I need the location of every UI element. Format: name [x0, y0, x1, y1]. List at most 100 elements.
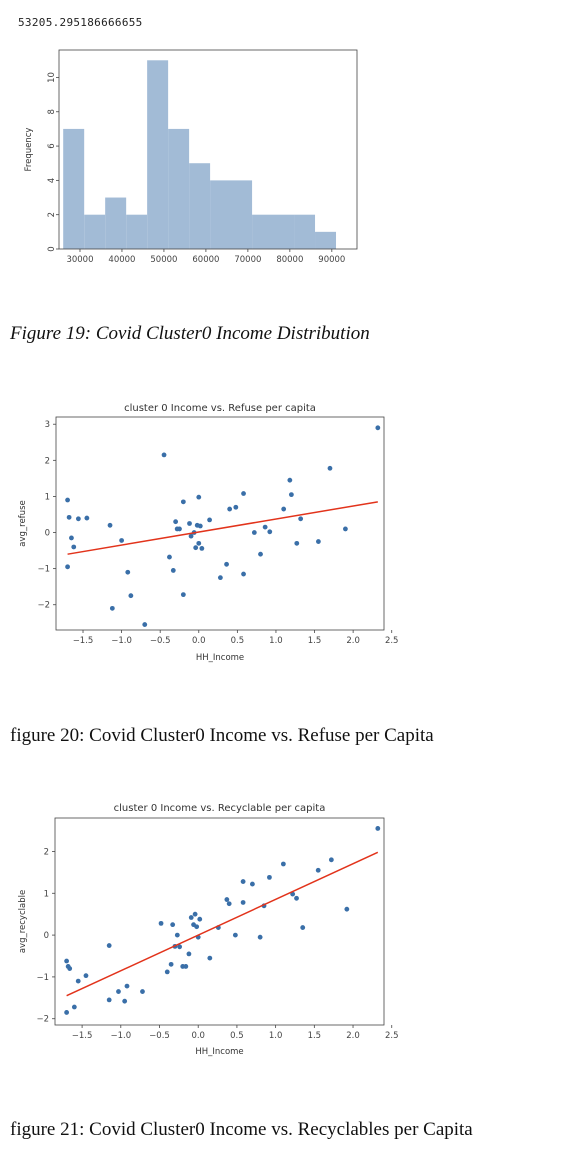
data-point-22 [188, 533, 194, 539]
histogram-frame [58, 49, 358, 250]
data-point-20 [180, 592, 186, 598]
data-point-23 [188, 915, 194, 920]
data-point-0 [65, 497, 70, 503]
data-point-5 [83, 973, 89, 979]
x-tick-label: 1.0 [269, 636, 283, 646]
data-point-47 [327, 465, 333, 471]
data-point-29 [199, 546, 205, 551]
plot-frame [55, 416, 385, 631]
data-point-24 [193, 545, 199, 551]
data-point-5 [84, 515, 90, 521]
data-point-49 [375, 425, 381, 431]
x-tick-label: −0.5 [150, 636, 171, 646]
x-tick-label: 70000 [234, 255, 261, 265]
regression-line [66, 851, 379, 997]
histogram-bar-10 [315, 231, 337, 249]
data-point-19 [180, 499, 186, 505]
data-point-32 [226, 901, 232, 907]
data-point-12 [140, 989, 145, 994]
data-point-14 [164, 969, 170, 975]
data-point-26 [196, 494, 202, 500]
data-point-16 [173, 519, 179, 525]
data-point-40 [280, 861, 286, 867]
x-tick-label: −1.5 [73, 636, 94, 646]
data-point-14 [167, 554, 172, 560]
y-tick-label: 1 [45, 492, 50, 502]
y-tick-label: 8 [47, 109, 57, 114]
y-axis-label: avg_refuse [18, 500, 28, 546]
x-tick-label: 0.0 [192, 636, 206, 646]
data-point-40 [267, 529, 273, 535]
data-point-6 [64, 1010, 70, 1015]
x-tick-label: 1.5 [308, 1031, 322, 1041]
refuse-scatter-plot: cluster 0 Income vs. Refuse per capita −1… [18, 403, 398, 663]
x-tick-label: 40000 [108, 255, 135, 265]
chart-title: cluster 0 Income vs. Refuse per capita [124, 403, 316, 414]
data-point-1 [66, 514, 72, 520]
data-point-12 [142, 622, 148, 627]
data-point-46 [316, 539, 321, 544]
histogram-bar-2 [105, 197, 127, 249]
figure-20-caption: figure 20: Covid Cluster0 Income vs. Ref… [10, 725, 434, 746]
data-point-9 [119, 538, 124, 543]
data-point-26 [194, 924, 200, 930]
y-tick-label: −2 [37, 601, 50, 611]
regression-line [67, 501, 378, 555]
histogram-bar-3 [126, 214, 148, 249]
data-point-35 [241, 491, 246, 496]
x-tick-label: 0.5 [231, 636, 245, 646]
data-point-13 [161, 452, 167, 458]
histogram-bar-6 [189, 163, 211, 249]
data-point-8 [109, 605, 115, 611]
x-tick-label: −1.0 [110, 1031, 131, 1041]
y-tick-label: 6 [47, 143, 57, 148]
histogram-bar-0 [63, 128, 85, 249]
data-point-44 [315, 867, 321, 873]
x-tick-label: 2.5 [385, 1031, 399, 1041]
data-point-19 [177, 944, 183, 950]
income-histogram: 30000 40000 50000 60000 70000 80000 90000 0 2 4 6 8… [24, 49, 358, 265]
plot-frame [54, 817, 385, 1026]
data-point-45 [328, 857, 334, 863]
data-point-2 [67, 966, 73, 971]
y-tick-label: −2 [36, 1015, 49, 1025]
data-point-11 [128, 593, 134, 599]
data-point-4 [75, 516, 81, 522]
data-point-7 [107, 522, 113, 528]
histogram-bar-8 [252, 214, 295, 249]
data-point-34 [240, 879, 246, 884]
y-tick-label: −1 [37, 565, 50, 575]
x-tick-label: 0.5 [230, 1031, 244, 1041]
data-point-15 [168, 961, 174, 967]
x-tick-label: 1.0 [269, 1031, 283, 1041]
y-tick-label: 2 [45, 456, 50, 466]
data-point-47 [375, 826, 381, 831]
data-point-16 [170, 922, 176, 928]
data-point-39 [267, 874, 272, 880]
data-point-33 [227, 506, 233, 512]
data-point-28 [197, 916, 203, 922]
x-tick-label: 90000 [318, 255, 345, 265]
data-point-29 [207, 955, 213, 961]
y-tick-label: 2 [47, 212, 57, 217]
x-tick-label: 50000 [150, 255, 177, 265]
data-point-36 [250, 881, 255, 887]
y-tick-label: 4 [47, 178, 57, 183]
data-point-13 [158, 920, 164, 926]
histogram-bar-9 [294, 214, 316, 249]
x-tick-label: 80000 [276, 255, 303, 265]
y-tick-label: 0 [47, 246, 57, 251]
data-point-32 [224, 561, 229, 567]
y-tick-label: 2 [44, 847, 49, 857]
histogram-bar-1 [84, 214, 106, 249]
y-tick-label: 3 [45, 420, 50, 430]
data-point-18 [177, 526, 182, 532]
histogram-bar-5 [168, 128, 190, 249]
data-point-7 [106, 943, 112, 948]
data-point-31 [217, 575, 223, 581]
data-point-41 [281, 506, 287, 512]
data-point-8 [106, 997, 112, 1003]
figure-19-caption: Figure 19: Covid Cluster0 Income Distrib… [10, 323, 370, 344]
data-point-22 [186, 951, 192, 957]
data-point-37 [251, 530, 257, 535]
